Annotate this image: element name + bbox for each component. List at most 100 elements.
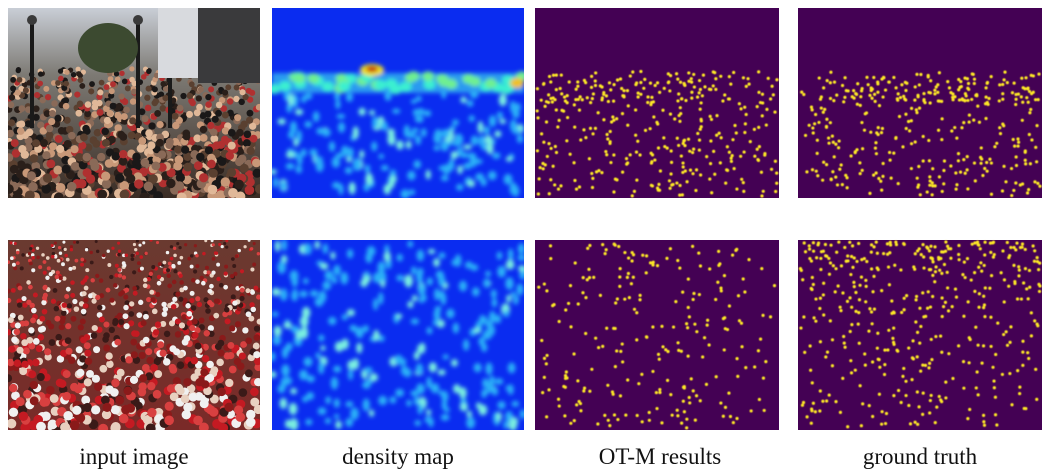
- dot: [1016, 297, 1019, 300]
- dot: [729, 83, 732, 86]
- dot: [574, 261, 577, 264]
- density-blob: [347, 148, 353, 159]
- density-blob: [280, 398, 288, 409]
- dot: [1003, 278, 1006, 281]
- dot: [1021, 246, 1024, 249]
- dot: [937, 99, 940, 102]
- crowd-texture: [195, 343, 202, 350]
- dot: [964, 92, 967, 95]
- dot: [549, 147, 552, 150]
- dot: [686, 326, 689, 329]
- dot: [944, 380, 947, 383]
- dot: [957, 244, 960, 247]
- dot: [676, 414, 679, 417]
- dot: [817, 241, 820, 244]
- dot: [817, 121, 820, 124]
- dot: [880, 410, 883, 413]
- density-blob: [406, 141, 412, 149]
- dot: [976, 370, 979, 373]
- density-blob: [510, 101, 516, 113]
- dot: [761, 114, 764, 117]
- dot: [808, 244, 811, 247]
- dot: [938, 395, 941, 398]
- dot: [1029, 108, 1032, 111]
- dot: [575, 188, 578, 191]
- dot: [907, 346, 910, 349]
- dot: [1010, 194, 1013, 197]
- density-blob: [485, 321, 492, 328]
- dot: [732, 421, 735, 424]
- crowd-texture: [222, 112, 229, 119]
- dot: [555, 88, 558, 91]
- dot: [746, 77, 749, 80]
- density-blob: [289, 403, 298, 415]
- crowd-texture: [26, 280, 31, 285]
- crowd-texture: [205, 94, 211, 100]
- dot: [740, 178, 743, 181]
- crowd-texture: [123, 305, 128, 310]
- dot: [824, 355, 827, 358]
- density-blob: [412, 295, 417, 302]
- density-blob: [278, 118, 286, 124]
- density-blob: [520, 409, 526, 419]
- dot: [609, 161, 612, 164]
- density-blob: [510, 182, 518, 195]
- dot: [723, 348, 726, 351]
- density-blob: [485, 78, 497, 88]
- density-blob: [441, 175, 449, 181]
- dot: [627, 256, 630, 259]
- crowd-texture: [18, 315, 24, 321]
- crowd-texture: [6, 260, 10, 264]
- dot: [692, 73, 695, 76]
- crowd-texture: [189, 298, 194, 303]
- crowd-texture: [61, 262, 65, 266]
- dot: [870, 267, 873, 270]
- crowd-texture: [180, 93, 186, 99]
- density-blob: [421, 128, 427, 137]
- crowd-texture: [166, 179, 175, 188]
- density-blob: [466, 100, 473, 107]
- crowd-texture: [223, 242, 226, 245]
- dot: [742, 76, 745, 79]
- dot: [669, 172, 672, 175]
- dot: [572, 352, 575, 355]
- dot: [1033, 260, 1036, 263]
- density-blob: [407, 241, 413, 248]
- crowd-texture: [45, 94, 51, 100]
- dot: [887, 329, 890, 332]
- crowd-texture: [198, 86, 204, 92]
- dot: [650, 96, 653, 99]
- crowd-texture: [146, 69, 151, 74]
- dot: [828, 393, 831, 396]
- dot: [846, 259, 849, 262]
- dot: [868, 307, 871, 310]
- dot: [924, 364, 927, 367]
- dot: [747, 258, 750, 261]
- crowd-texture: [207, 160, 216, 169]
- crowd-texture: [168, 262, 172, 266]
- dot: [931, 295, 934, 298]
- dot: [556, 125, 559, 128]
- dot: [589, 127, 592, 130]
- density-blob: [307, 375, 315, 382]
- dot: [819, 340, 822, 343]
- crowd-texture: [103, 321, 109, 327]
- dot: [626, 161, 629, 164]
- dot: [540, 339, 543, 342]
- dot: [867, 329, 870, 332]
- crowd-texture: [256, 104, 263, 111]
- dot: [650, 161, 653, 164]
- dot: [883, 348, 886, 351]
- density-blob: [417, 108, 425, 115]
- dot: [973, 290, 976, 293]
- crowd-texture: [156, 139, 164, 147]
- dot: [882, 252, 885, 255]
- dot: [811, 276, 814, 279]
- dot: [720, 136, 723, 139]
- density-blob: [482, 378, 489, 388]
- crowd-texture: [14, 329, 20, 335]
- dot: [735, 248, 738, 251]
- dot: [681, 291, 684, 294]
- density-blob: [497, 266, 506, 278]
- crowd-texture: [200, 368, 208, 376]
